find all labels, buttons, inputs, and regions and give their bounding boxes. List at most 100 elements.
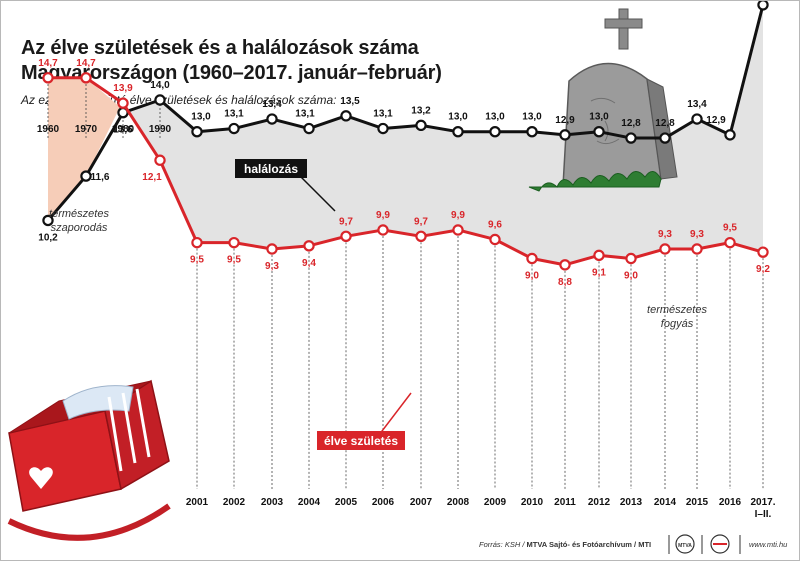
births-value-label: 9,5 [227, 255, 241, 266]
births-point [42, 72, 54, 84]
deaths-point [228, 122, 240, 135]
deaths-value-label: 13,1 [295, 109, 315, 120]
svg-text:MTVA: MTVA [678, 543, 692, 549]
natural-decrease-label-1: természetes [647, 304, 707, 316]
births-point [659, 243, 671, 255]
deaths-point [593, 125, 605, 138]
deaths-value-label: 13,1 [373, 109, 393, 120]
deaths-value-label: 12,8 [655, 118, 675, 129]
natural-increase-area [48, 77, 120, 221]
births-value-label: 13,9 [113, 83, 133, 94]
deaths-value-label: 13,1 [224, 109, 244, 120]
births-point [266, 243, 278, 255]
natural-increase-label-1: természetes [49, 208, 109, 220]
natural-decrease-area [120, 4, 763, 265]
deaths-point [303, 122, 315, 135]
x-tick-label: 1960 [37, 124, 60, 135]
deaths-point [415, 119, 427, 132]
births-point [757, 246, 769, 258]
gravestone-icon [528, 8, 678, 192]
deaths-point [559, 129, 571, 141]
deaths-value-label: 10,2 [38, 232, 58, 243]
deaths-series-callout: halálozás [235, 159, 336, 212]
deaths-value-label: 13,0 [589, 112, 609, 123]
deaths-point [42, 214, 54, 227]
chart-title-line2: Magyarországon (1960–2017. január–februá… [21, 62, 442, 84]
births-point [303, 240, 315, 252]
x-tick-label: 2011 [554, 497, 576, 508]
mti-logo [710, 534, 730, 554]
deaths-point [526, 125, 538, 138]
deaths-point [489, 125, 501, 138]
natural-decrease-label-2: fogyás [661, 318, 694, 330]
x-tick-label: 2005 [335, 497, 358, 508]
x-tick-label: 2006 [372, 497, 395, 508]
deaths-point [625, 132, 637, 144]
deaths-point [724, 129, 736, 141]
x-tick-label: 2015 [686, 497, 709, 508]
births-point [593, 249, 605, 262]
births-point [415, 230, 427, 243]
births-value-label: 9,0 [525, 271, 539, 282]
source-prefix: Forrás: KSH / [479, 540, 525, 549]
births-value-label: 9,7 [414, 216, 428, 227]
x-tick-label: 2014 [654, 497, 677, 508]
births-point [526, 252, 538, 265]
x-tick-label: 2009 [484, 497, 507, 508]
x-tick-label: 2004 [298, 497, 321, 508]
website-link: www.mti.hu [749, 540, 788, 549]
births-value-label: 9,2 [756, 264, 770, 275]
deaths-point [377, 122, 389, 135]
deaths-series-label: halálozás [244, 162, 298, 176]
x-tick-label: 2001 [186, 497, 209, 508]
deaths-point [659, 132, 671, 144]
births-point [489, 233, 501, 246]
x-tick-label: 2003 [261, 497, 284, 508]
deaths-point [80, 170, 92, 182]
births-point [80, 72, 92, 84]
natural-increase-label-2: szaporodás [51, 222, 108, 234]
cradle-icon [7, 379, 171, 541]
x-tick-label: 1970 [75, 124, 98, 135]
deaths-value-label: 13,0 [522, 112, 542, 123]
x-tick-label: 1990 [149, 124, 172, 135]
deaths-value-label: 13,0 [191, 112, 211, 123]
deaths-value-label: 14,0 [150, 80, 170, 91]
births-point [154, 154, 166, 166]
deaths-value-label: 12,8 [621, 118, 641, 129]
births-value-label: 12,1 [142, 172, 162, 183]
births-value-label: 8,8 [558, 277, 572, 288]
births-series-callout: élve születés [317, 392, 412, 450]
deaths-value-label: 12,9 [706, 115, 726, 126]
births-series-label: élve születés [324, 434, 398, 448]
births-value-label: 9,1 [592, 267, 606, 278]
deaths-value-label: 13,6 [113, 125, 133, 136]
x-tick-label: 1980 [112, 124, 135, 135]
x-tick-label: 2002 [223, 497, 246, 508]
deaths-value-label: 13,0 [448, 112, 468, 123]
deaths-point [266, 113, 278, 125]
births-value-label: 9,3 [690, 229, 704, 240]
births-point [625, 252, 637, 265]
deaths-value-label: 11,6 [91, 172, 110, 183]
births-value-label: 9,3 [658, 229, 672, 240]
births-point [724, 236, 736, 249]
births-value-label: 9,9 [376, 210, 390, 221]
x-tick-label: 2010 [521, 497, 544, 508]
source-note: Forrás: KSH / MTVA Sajtó- és Fotóarchívu… [479, 540, 651, 549]
x-tick-label: 2017. [750, 497, 775, 508]
births-point [377, 224, 389, 236]
births-value-label: 9,3 [265, 261, 279, 272]
births-point [340, 230, 352, 243]
births-value-label: 9,5 [723, 223, 737, 234]
deaths-value-label: 13,4 [262, 99, 282, 110]
births-point [452, 224, 464, 236]
source-bold: MTVA Sajtó- és Fotóarchívum / MTI [526, 540, 652, 549]
deaths-value-label: 12,9 [555, 115, 575, 126]
births-point [559, 259, 571, 271]
deaths-value-label: 13,0 [485, 112, 505, 123]
deaths-value-label: 13,2 [411, 105, 431, 116]
births-value-label: 9,5 [190, 255, 204, 266]
